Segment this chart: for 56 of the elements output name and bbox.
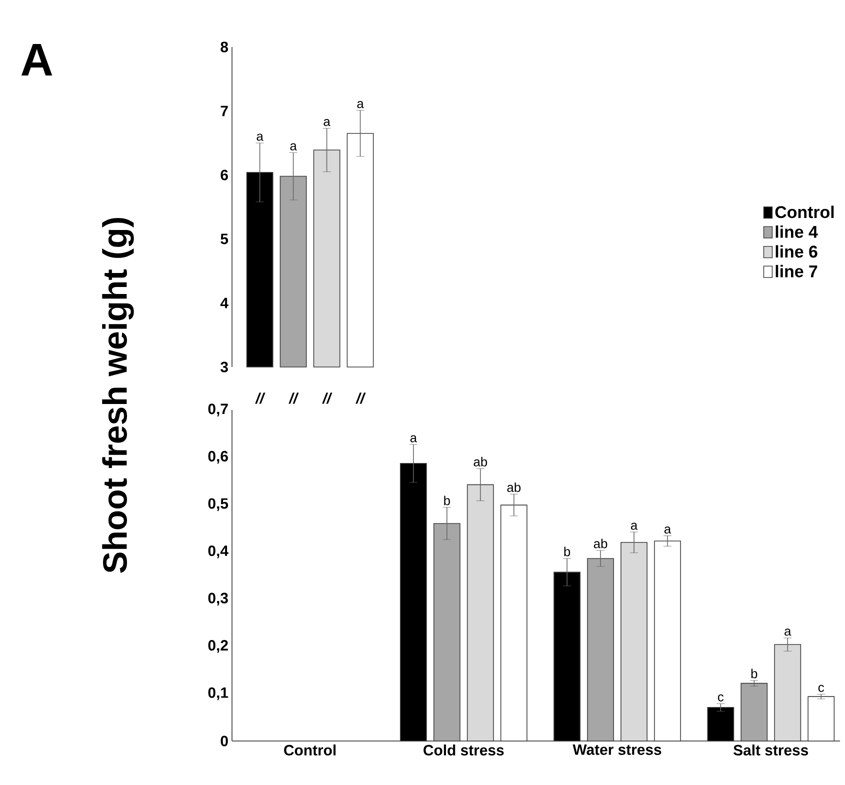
text: // [356,392,366,404]
text: // [322,392,332,404]
annotation: c [718,694,724,702]
text: // [255,392,266,404]
y-tick-label: 0,3 [208,592,228,606]
x-tick-label: Control [284,744,336,756]
y-tick-label: 0 [220,736,228,746]
legend-label: line 6 [776,245,818,258]
y-tick-label: 0,5 [208,498,228,511]
y-tick-label: 0,6 [208,450,228,464]
x-tick-label: Cold stress [424,744,504,756]
bar [707,707,734,742]
bar [774,644,802,742]
y-tick-label: 8 [220,42,228,52]
annotation: a [630,522,638,530]
x-tick-label: Water stress [572,744,662,755]
legend-label: line 7 [776,264,818,278]
y-tick-label: 6 [220,170,228,180]
annotation: a [357,101,364,108]
annotation: b [444,496,450,506]
bar [400,463,427,742]
y-tick-label: 0,2 [208,640,228,653]
text: // [288,392,299,404]
annotation: a [664,526,672,534]
annotation: a [290,143,297,150]
bar [620,542,648,742]
annotation: c [818,684,824,692]
annotation: a [324,118,330,126]
bar [433,523,460,742]
y-tick-label: 0,1 [208,687,228,700]
y-tick-label: 3 [220,362,228,372]
annotation: ab [507,482,521,492]
bar [740,682,768,742]
bar [654,540,681,742]
annotation: b [564,546,570,556]
annotation: b [751,668,758,678]
y-tick-label: 4 [220,298,228,308]
annotation: ab [594,538,608,548]
x-tick-label: Salt stress [734,744,808,756]
legend-label: Control [775,206,834,218]
chart-title: A [21,44,52,76]
annotation: ab [474,456,488,466]
bar [554,572,580,742]
bar [466,484,494,742]
y-tick-label: 0,4 [208,545,228,558]
y-tick-label: 7 [220,106,228,116]
y-tick-label: 5 [220,234,228,244]
bar [587,558,614,742]
y-tick-label: 0,7 [208,404,228,416]
annotation: a [410,435,418,442]
y-axis-title: Shoot fresh weight (g) [102,218,134,573]
annotation: a [784,628,792,636]
legend-label: line 4 [776,225,818,238]
bar [808,696,835,742]
annotation: a [256,134,264,141]
bar [500,504,528,742]
